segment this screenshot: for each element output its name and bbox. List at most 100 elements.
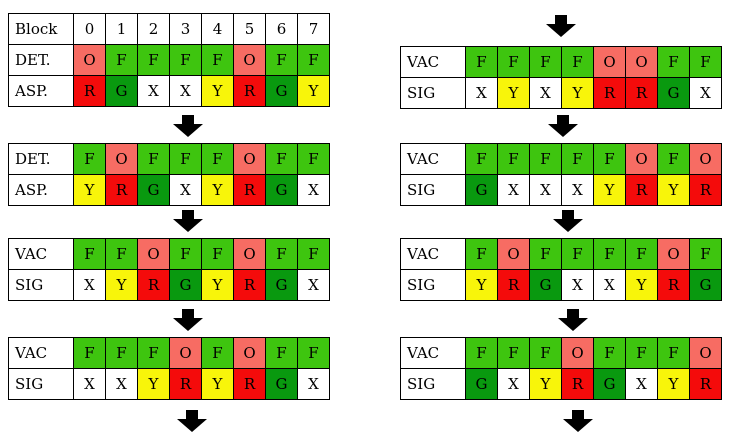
state-cell: F (297, 143, 330, 175)
state-cell: F (561, 238, 594, 270)
state-cell: F (689, 46, 722, 78)
state-cell: F (265, 337, 298, 369)
state-cell: F (465, 46, 498, 78)
table-row: VAC F F F F O O F F (400, 46, 722, 78)
state-cell: G (137, 174, 170, 206)
table-row: Block 0 1 2 3 4 5 6 7 (8, 13, 330, 45)
state-cell: F (625, 238, 658, 270)
state-cell: R (657, 269, 690, 301)
row-label: Block (8, 13, 74, 45)
state-cell: O (497, 238, 530, 270)
state-cell: Y (137, 368, 170, 400)
table-row: SIG X X Y R Y R G X (8, 368, 330, 400)
state-cell: F (265, 238, 298, 270)
down-arrow-icon (173, 210, 203, 232)
state-cell: X (105, 368, 138, 400)
state-cell: X (73, 269, 106, 301)
row-label: VAC (400, 143, 466, 175)
row-label: SIG (400, 77, 466, 109)
right-table-1: VAC F F F F F O F O SIG G X X X Y R Y R (400, 143, 722, 206)
state-cell: X (169, 174, 202, 206)
state-cell: F (105, 337, 138, 369)
state-cell: F (593, 143, 626, 175)
state-cell: O (233, 143, 266, 175)
block-number-cell: 6 (265, 13, 298, 45)
state-cell: Y (201, 368, 234, 400)
row-label: SIG (400, 368, 466, 400)
table-row: DET. O F F F F O F F (8, 44, 330, 76)
state-cell: Y (73, 174, 106, 206)
state-cell: F (465, 337, 498, 369)
state-cell: X (529, 77, 562, 109)
state-cell: F (497, 46, 530, 78)
state-cell: O (233, 238, 266, 270)
state-cell: X (561, 174, 594, 206)
row-label: VAC (8, 337, 74, 369)
state-cell: F (73, 143, 106, 175)
state-cell: R (233, 368, 266, 400)
state-cell: G (689, 269, 722, 301)
down-arrow-icon (177, 410, 207, 432)
state-cell: Y (497, 77, 530, 109)
state-cell: F (657, 337, 690, 369)
state-cell: F (73, 238, 106, 270)
state-cell: F (201, 44, 234, 76)
state-cell: Y (657, 368, 690, 400)
state-cell: O (137, 238, 170, 270)
row-label: SIG (400, 269, 466, 301)
right-table-3: VAC F F F O F F F O SIG G X Y R G X Y R (400, 337, 722, 400)
state-cell: X (497, 174, 530, 206)
row-label: SIG (8, 269, 74, 301)
state-cell: G (169, 269, 202, 301)
state-cell: O (105, 143, 138, 175)
row-label: DET. (8, 44, 74, 76)
state-cell: F (465, 143, 498, 175)
state-cell: R (593, 77, 626, 109)
state-cell: R (169, 368, 202, 400)
down-arrow-icon (173, 115, 203, 137)
state-cell: F (593, 238, 626, 270)
left-table-2: VAC F F O F F O F F SIG X Y R G Y R G X (8, 238, 330, 301)
state-cell: X (529, 174, 562, 206)
state-cell: F (625, 337, 658, 369)
state-cell: F (561, 46, 594, 78)
table-row: VAC F F F F F O F O (400, 143, 722, 175)
state-cell: X (625, 368, 658, 400)
state-cell: G (265, 368, 298, 400)
state-cell: F (201, 337, 234, 369)
row-label: VAC (400, 337, 466, 369)
state-cell: F (529, 337, 562, 369)
down-arrow-icon (553, 210, 583, 232)
state-cell: F (465, 238, 498, 270)
state-cell: Y (201, 269, 234, 301)
row-label: VAC (8, 238, 74, 270)
left-table-1: DET. F O F F F O F F ASP. Y R G X Y R G X (8, 143, 330, 206)
state-cell: O (593, 46, 626, 78)
state-cell: F (561, 143, 594, 175)
block-number-cell: 2 (137, 13, 170, 45)
state-cell: X (465, 77, 498, 109)
state-cell: F (201, 143, 234, 175)
right-table-0: VAC F F F F O O F F SIG X Y X Y R R G X (400, 46, 722, 109)
down-arrow-icon (173, 309, 203, 331)
table-row: DET. F O F F F O F F (8, 143, 330, 175)
state-cell: G (265, 174, 298, 206)
state-cell: O (233, 337, 266, 369)
table-row: SIG X Y R G Y R G X (8, 269, 330, 301)
state-cell: F (297, 44, 330, 76)
state-cell: F (657, 46, 690, 78)
state-cell: G (529, 269, 562, 301)
row-label: VAC (400, 46, 466, 78)
state-cell: F (265, 143, 298, 175)
state-cell: F (265, 44, 298, 76)
state-cell: Y (625, 269, 658, 301)
state-cell: G (465, 368, 498, 400)
row-label: DET. (8, 143, 74, 175)
left-table-3: VAC F F F O F O F F SIG X X Y R Y R G X (8, 337, 330, 400)
state-cell: F (169, 44, 202, 76)
state-cell: F (689, 238, 722, 270)
state-cell: R (689, 174, 722, 206)
state-cell: F (657, 143, 690, 175)
state-cell: R (105, 174, 138, 206)
state-cell: F (73, 337, 106, 369)
